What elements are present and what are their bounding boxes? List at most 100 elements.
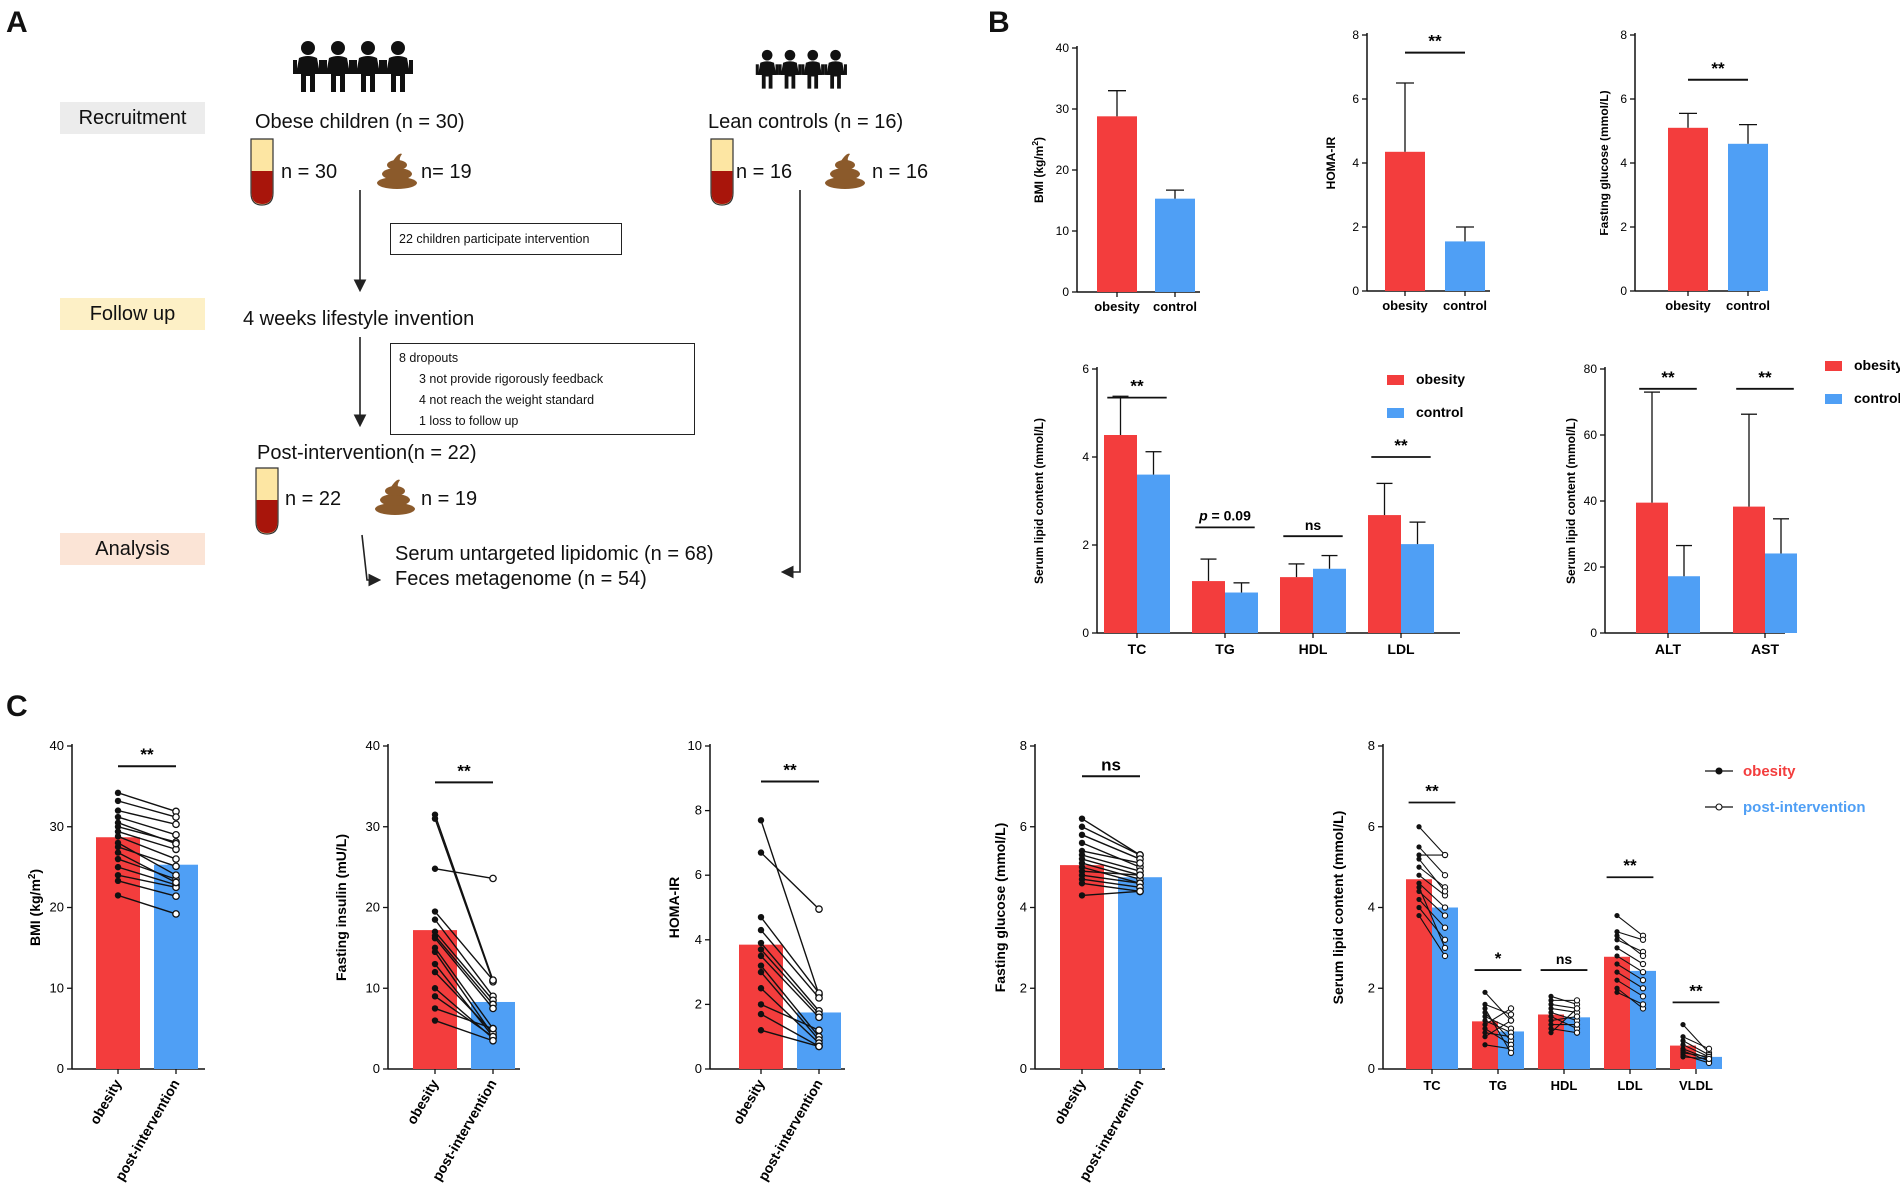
- paired-point-before: [431, 993, 439, 1000]
- paired-point-before: [1078, 831, 1086, 839]
- x-tick-label: control: [1153, 299, 1197, 314]
- paired-line: [1484, 1008, 1512, 1054]
- y-axis-label: HOMA-IR: [666, 877, 682, 938]
- paired-line: [434, 1019, 494, 1042]
- paired-point-after: [1136, 871, 1144, 880]
- paired-sample: [431, 1005, 497, 1033]
- y-tick-label: 6: [1620, 92, 1627, 106]
- paired-line: [1081, 866, 1141, 884]
- person-icon: [778, 49, 802, 89]
- paired-line: [1418, 874, 1446, 896]
- chart-b-bmi: 0 10 20 30 40 BMI (kg/m2) obesity control: [1030, 41, 1200, 314]
- paired-point-before: [1614, 933, 1620, 939]
- participate-box: 22 children participate intervention: [390, 223, 622, 255]
- paired-sample: [1482, 1005, 1515, 1056]
- paired-sample: [1614, 933, 1647, 960]
- paired-point-after: [172, 839, 180, 848]
- x-tick-label: post-intervention: [429, 1077, 500, 1184]
- paired-line: [1081, 874, 1141, 884]
- paired-line: [760, 916, 820, 994]
- paired-line: [1616, 935, 1644, 957]
- paired-point-before: [1482, 1034, 1488, 1040]
- paired-line: [1484, 1032, 1512, 1038]
- y-axis-label-superscript: 2: [1030, 141, 1040, 146]
- paired-line: [1081, 842, 1141, 868]
- y-tick-label: 0: [1620, 284, 1627, 298]
- significance-label: **: [1661, 368, 1675, 387]
- y-tick-label: 0: [373, 1061, 380, 1076]
- y-tick-label: 8: [1352, 30, 1359, 42]
- paired-sample: [1482, 1005, 1515, 1028]
- paired-point-after: [1639, 960, 1647, 968]
- legend-label: post-intervention: [1743, 799, 1866, 816]
- x-tick-label: control: [1726, 298, 1770, 313]
- paired-line: [1081, 890, 1141, 897]
- y-tick-label: 6: [1352, 92, 1359, 106]
- paired-point-after: [489, 1004, 497, 1013]
- paired-sample: [757, 1027, 823, 1051]
- x-tick-label: post-intervention: [1076, 1077, 1147, 1184]
- paired-point-before: [431, 865, 439, 872]
- paired-line: [117, 842, 177, 876]
- paired-line: [1682, 1048, 1710, 1060]
- paired-point-before: [1614, 989, 1620, 995]
- person-arm: [778, 64, 782, 75]
- panel-b-label: B: [988, 6, 1010, 39]
- paired-point-after: [1639, 993, 1647, 1000]
- paired-line: [117, 846, 177, 867]
- paired-point-after: [172, 871, 180, 880]
- paired-sample: [757, 1001, 823, 1035]
- paired-line: [1682, 1036, 1710, 1050]
- paired-sample: [1614, 961, 1647, 984]
- paired-line: [1484, 1044, 1512, 1050]
- y-tick-label: 4: [1020, 900, 1027, 915]
- x-tick-label: TG: [1215, 641, 1235, 657]
- flow-arrow: [780, 190, 801, 579]
- person-arm: [379, 60, 383, 74]
- y-tick-label: 2: [1368, 980, 1375, 995]
- paired-point-before: [431, 1005, 439, 1012]
- bar-control: [1445, 241, 1485, 291]
- paired-point-before: [1416, 824, 1422, 830]
- paired-sample: [1548, 1013, 1581, 1024]
- bar-control: [1155, 198, 1195, 292]
- person-body: [758, 61, 777, 89]
- y-tick-label: 0: [695, 1061, 702, 1076]
- feces-icon: [375, 479, 415, 515]
- paired-sample: [1078, 847, 1144, 867]
- paired-point-before: [1416, 884, 1422, 890]
- significance-label: ns: [1556, 951, 1573, 967]
- chart-c-fasting-glucose: 0 2 4 6 8 Fasting glucose (mmol/L) obesitypost…: [995, 738, 1165, 1184]
- y-axis-label: Serum lipid content (mmol/L): [1330, 811, 1346, 1005]
- paired-line: [117, 851, 177, 884]
- paired-line: [1616, 979, 1644, 997]
- stage-recruitment: Recruitment: [60, 102, 205, 134]
- feces-icon: [377, 153, 417, 189]
- paired-point-before: [1614, 961, 1620, 967]
- paired-point-before: [431, 985, 439, 992]
- paired-sample: [1680, 1034, 1713, 1052]
- tube-blood: [256, 500, 278, 533]
- paired-line: [1616, 947, 1644, 965]
- paired-point-before: [1548, 1030, 1554, 1036]
- y-tick-label: 2: [1082, 538, 1089, 552]
- person-body: [386, 56, 410, 92]
- paired-sample: [431, 865, 497, 883]
- paired-point-before: [114, 789, 122, 797]
- paired-line: [1418, 915, 1446, 957]
- y-axis-label-text: BMI (kg/m: [1032, 146, 1046, 203]
- paired-point-before: [431, 908, 439, 915]
- paired-line: [1484, 991, 1512, 1021]
- paired-point-before: [1078, 815, 1086, 822]
- y-tick-label: 10: [1056, 224, 1070, 238]
- x-tick-label: ALT: [1655, 641, 1682, 657]
- paired-point-after: [1639, 936, 1647, 943]
- bar-obesity-LDL: [1368, 515, 1401, 633]
- bar-obesity-ALT: [1636, 502, 1668, 633]
- x-tick-label: LDL: [1617, 1078, 1642, 1090]
- dropouts-box: 8 dropouts 3 not provide rigorously feed…: [390, 343, 695, 435]
- paired-point-after: [1441, 952, 1449, 960]
- paired-line: [1682, 1056, 1710, 1060]
- paired-point-before: [1548, 1026, 1554, 1032]
